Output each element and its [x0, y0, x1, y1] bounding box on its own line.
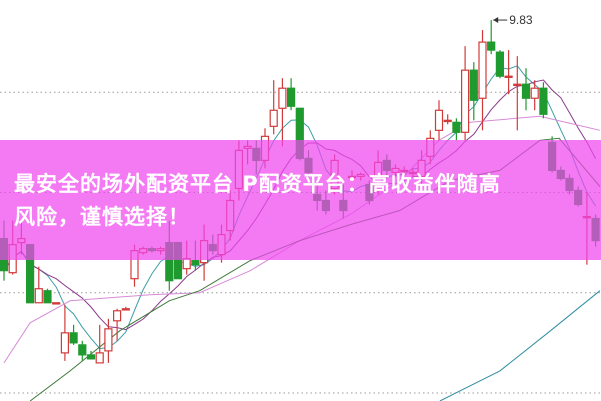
promo-banner [0, 140, 601, 260]
banner-line-2: 风险，谨慎选择！ [14, 205, 190, 229]
candle [112, 308, 122, 341]
candle-body [530, 87, 539, 99]
candle-body [539, 87, 548, 115]
candle [43, 288, 52, 304]
candle-body [469, 69, 478, 101]
candle [434, 100, 444, 141]
candle [487, 20, 496, 55]
candle-body [504, 75, 513, 78]
high-annotation: 9.83 [493, 13, 533, 27]
banner-line-1: 最安全的场外配资平台 P配资平台：高收益伴随高 [14, 172, 501, 196]
candle-body [434, 109, 444, 131]
candle-body [513, 83, 522, 87]
arrow-head-icon [493, 17, 499, 24]
candle-body [86, 354, 96, 360]
candle [269, 80, 278, 135]
candle [478, 30, 487, 131]
candle [504, 50, 513, 95]
candle [95, 324, 104, 364]
candle [452, 118, 461, 141]
candle-body [60, 332, 70, 354]
candle-body [69, 332, 78, 344]
candle [469, 62, 478, 121]
candle-body [269, 109, 278, 127]
ma_long-line [439, 290, 601, 401]
candle [530, 80, 539, 111]
candle [521, 68, 531, 111]
candle-body [182, 258, 191, 270]
banner-text: 最安全的场外配资平台 P配资平台：高收益伴随高 风险，谨慎选择！ [14, 168, 601, 234]
candle [60, 304, 70, 361]
candle-body [443, 119, 452, 123]
candle-body [287, 87, 296, 107]
candle-body [112, 310, 122, 322]
candle [513, 56, 522, 131]
candle-body [34, 288, 43, 304]
candle-body [191, 260, 200, 266]
candle-body [121, 308, 130, 311]
candle [78, 340, 87, 361]
candle-body [452, 121, 461, 133]
candle [52, 302, 61, 305]
candle-body [43, 290, 52, 304]
candle [86, 350, 96, 360]
candle-body [95, 352, 104, 364]
candle [443, 114, 452, 125]
candle-body [461, 69, 470, 133]
candle-body [521, 83, 531, 99]
candle [278, 78, 287, 147]
candle [287, 78, 296, 111]
high-price-label: 9.83 [509, 13, 533, 27]
candle [461, 46, 470, 141]
candle-body [104, 328, 113, 352]
candle-body [478, 41, 487, 99]
candle [34, 266, 43, 304]
candle [104, 318, 113, 363]
candle-body [52, 302, 61, 305]
candle-body [487, 41, 496, 51]
candle-body [495, 51, 504, 77]
candle [121, 306, 130, 311]
candle [539, 82, 548, 119]
candle-body [78, 344, 87, 356]
candle [495, 50, 504, 79]
candle [69, 324, 78, 345]
candle-body [278, 87, 287, 109]
